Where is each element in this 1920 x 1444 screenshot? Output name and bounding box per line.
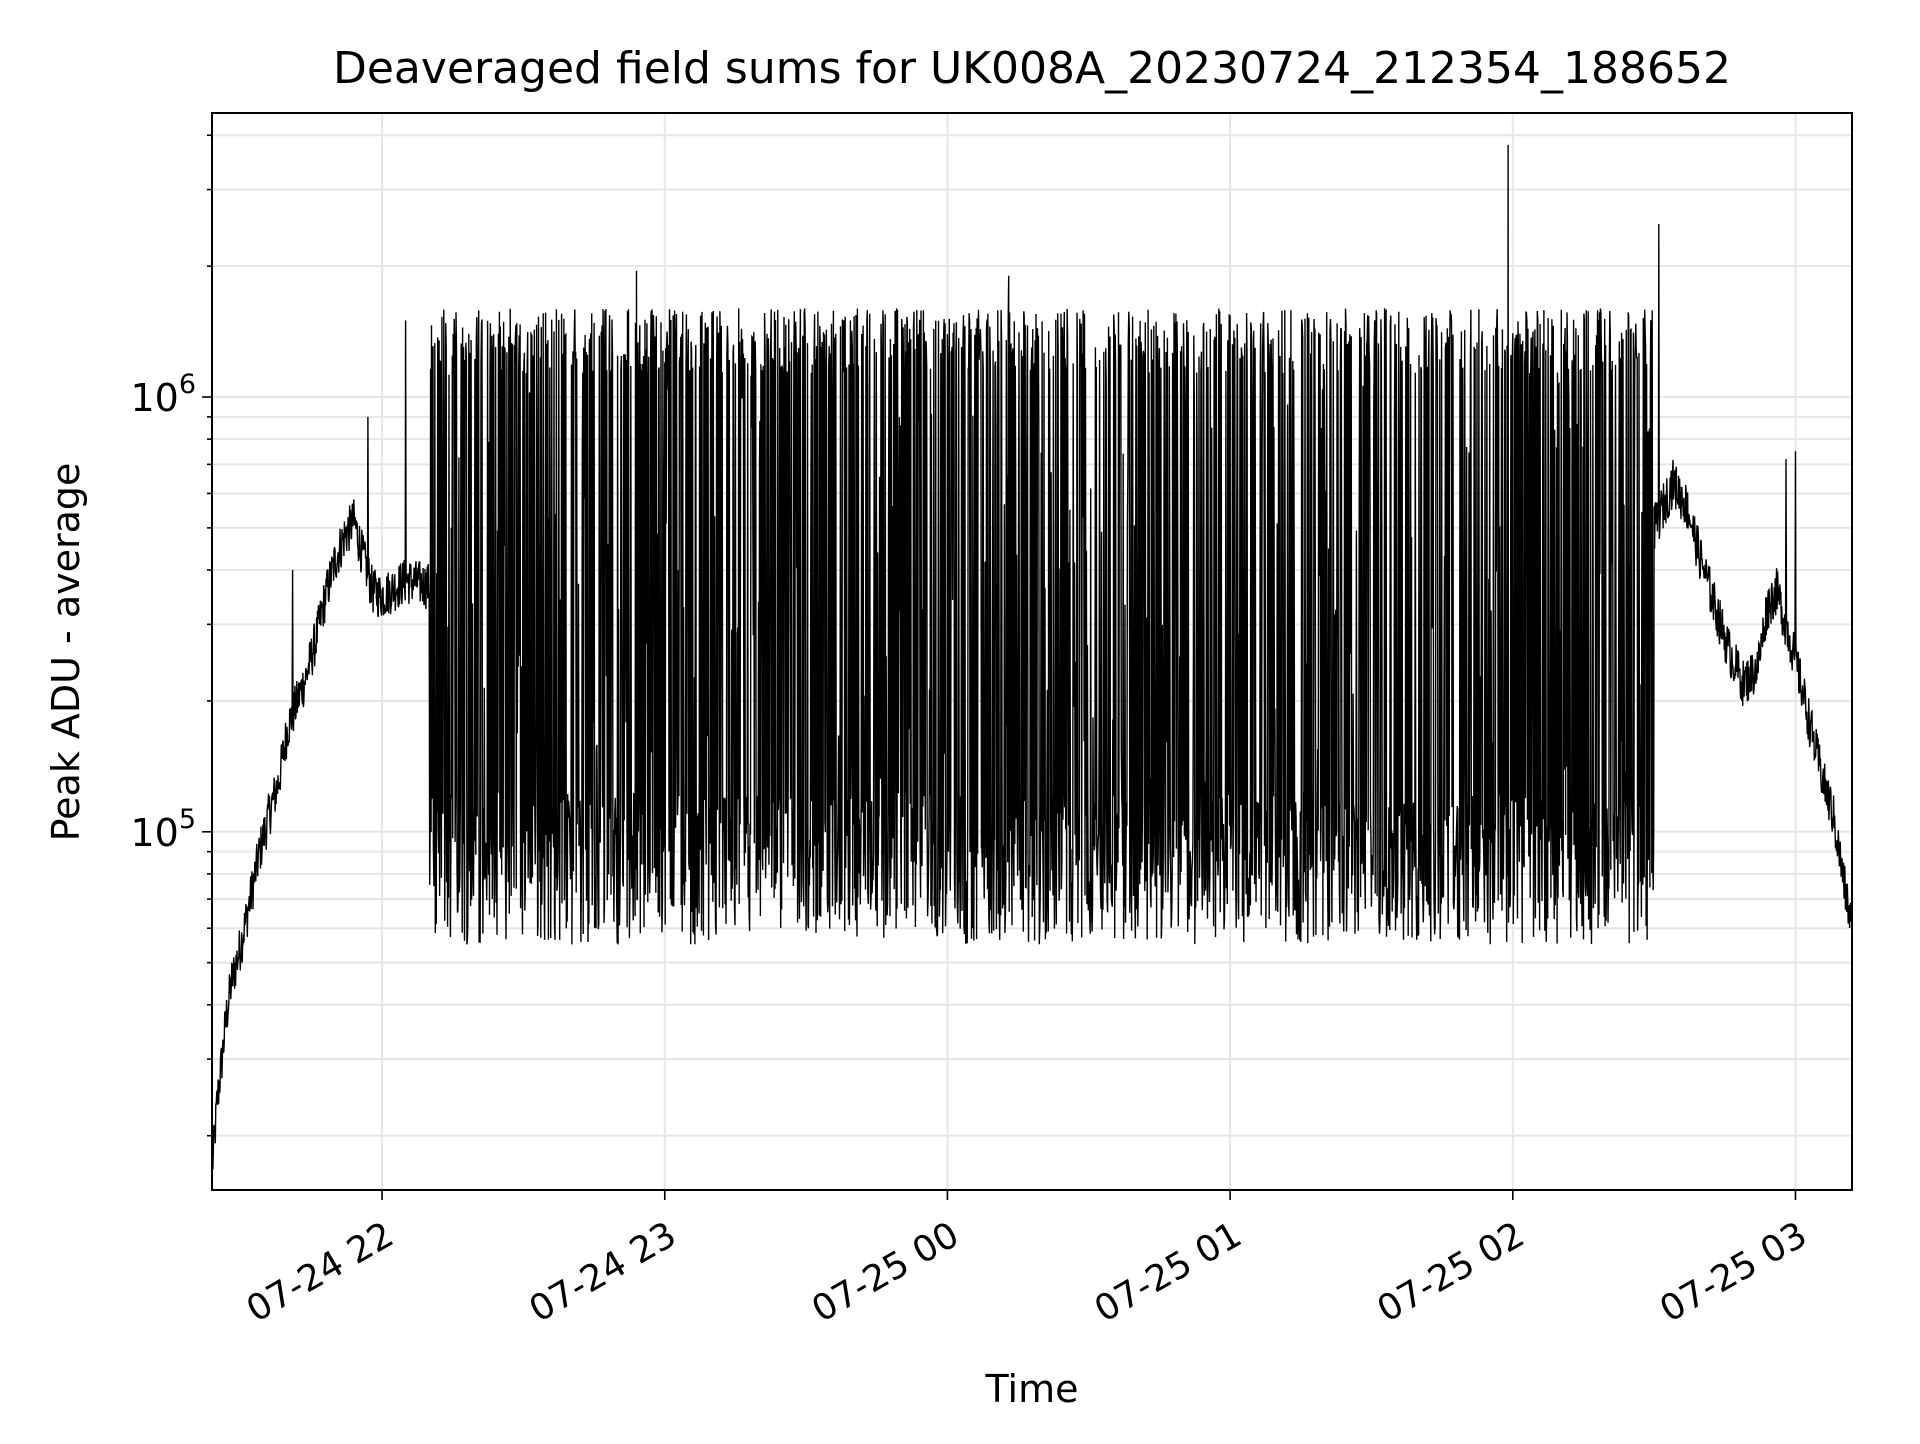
y-axis-label: Peak ADU - average	[44, 463, 88, 842]
y-tick-label: 105	[130, 804, 196, 855]
x-axis-label: Time	[985, 1367, 1079, 1411]
chart-title: Deaveraged field sums for UK008A_2023072…	[333, 43, 1731, 94]
y-tick-label: 106	[130, 369, 196, 420]
plot-frame	[211, 112, 1853, 1191]
series-layer	[211, 144, 1853, 1170]
series-line	[211, 144, 1853, 1170]
